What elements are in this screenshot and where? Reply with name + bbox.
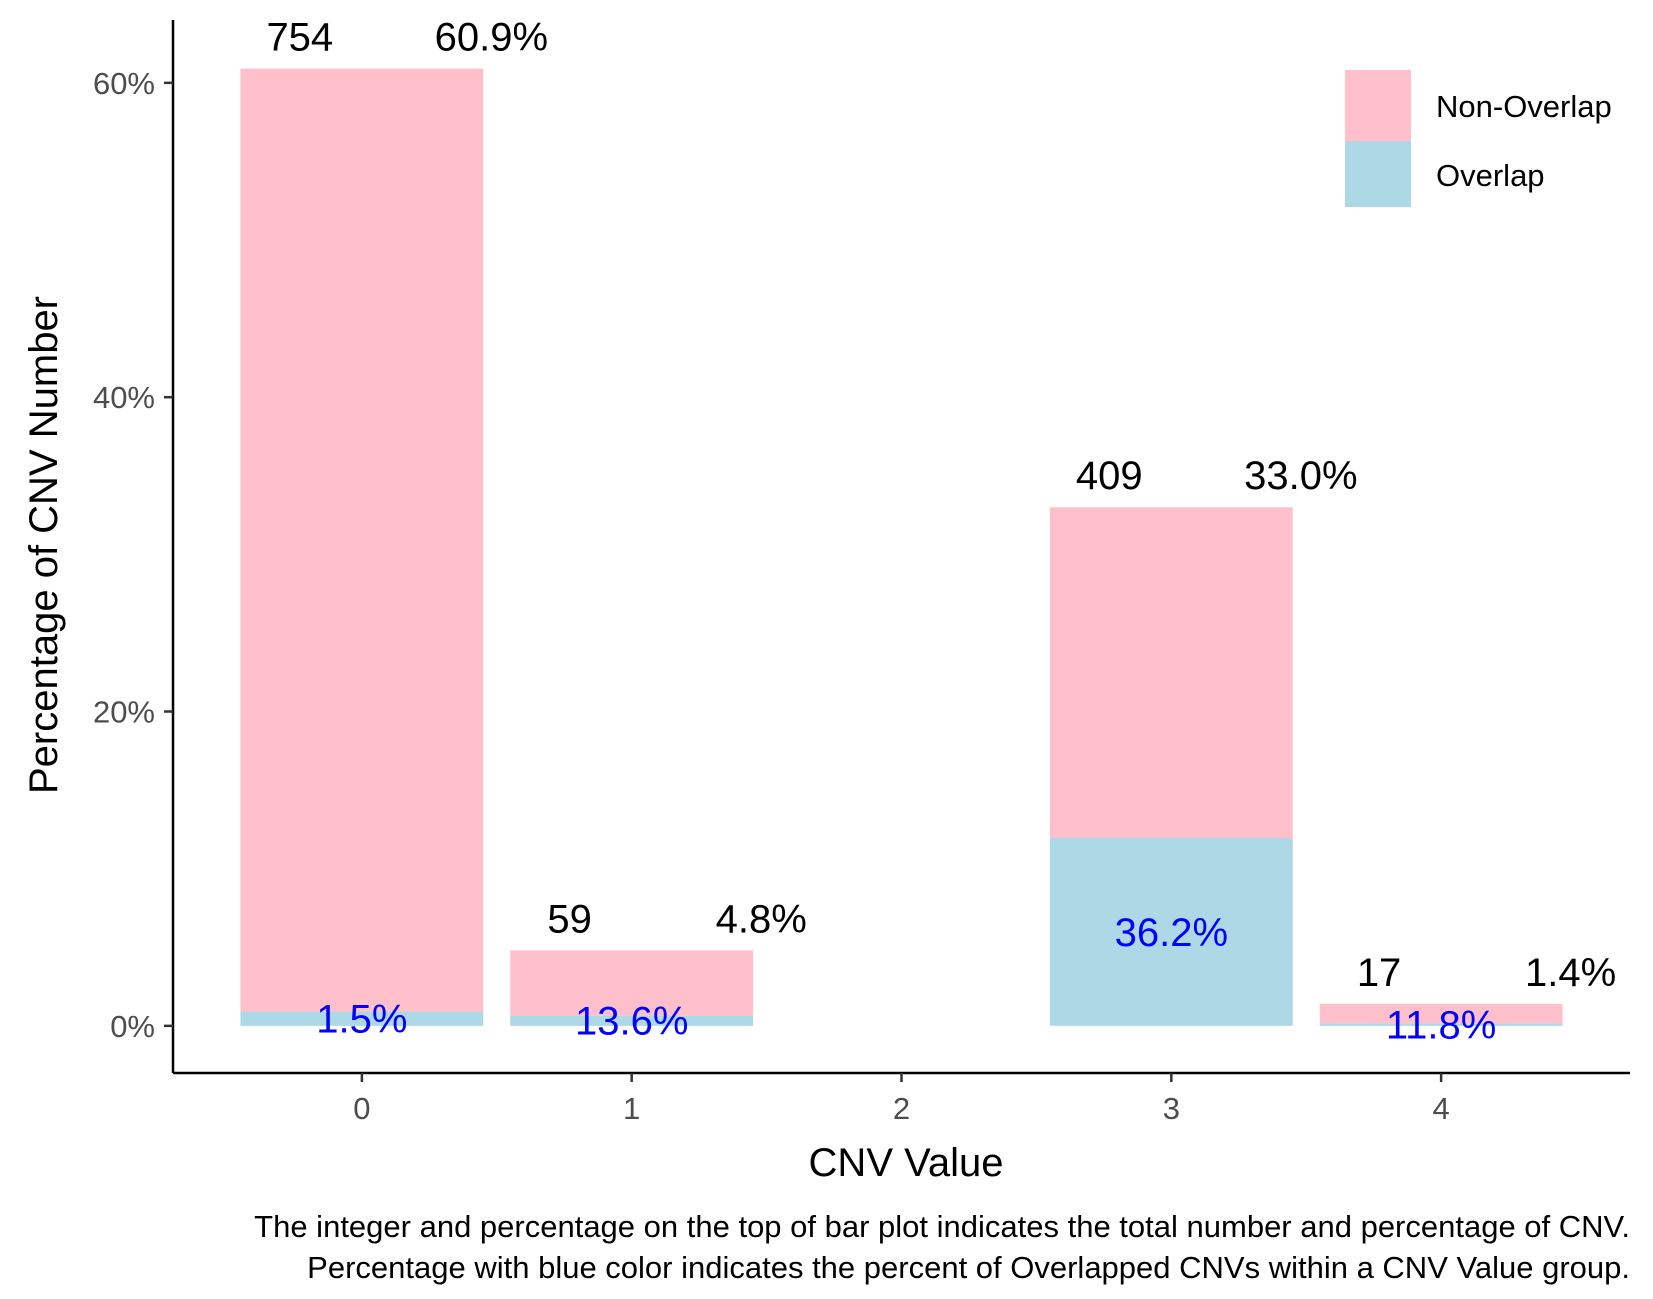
caption-line-1: The integer and percentage on the top of… — [254, 1209, 1630, 1244]
y-tick-label: 60% — [93, 66, 155, 101]
x-tick-label: 3 — [1163, 1091, 1180, 1126]
legend-label-non-overlap: Non-Overlap — [1436, 89, 1612, 124]
legend: Non-Overlap Overlap — [1345, 70, 1612, 207]
overlap-percent-label-3: 36.2% — [1115, 911, 1228, 955]
top-labels-layer: 754 60.9% 59 4.8% 409 33.0% 17 1.4% — [266, 16, 1616, 995]
overlap-percent-label-4: 11.8% — [1386, 1004, 1496, 1048]
bar-count-label-3: 409 — [1076, 454, 1143, 498]
bar-count-label-1: 59 — [547, 897, 592, 941]
bar-total-percent-label-4: 1.4% — [1525, 951, 1616, 995]
bar-overlap-3 — [1049, 838, 1293, 1026]
bar-non-overlap-4 — [1319, 1003, 1563, 1024]
x-tick-label: 0 — [353, 1091, 370, 1126]
bars-layer — [240, 68, 1563, 1026]
x-tick-label: 1 — [623, 1091, 640, 1126]
x-tick-label: 2 — [893, 1091, 910, 1126]
y-tick-label: 40% — [93, 380, 155, 415]
y-axis-title: Percentage of CNV Number — [22, 296, 66, 794]
bar-total-percent-label-3: 33.0% — [1244, 454, 1357, 498]
x-axis-title: CNV Value — [809, 1141, 1004, 1185]
bar-non-overlap-3 — [1049, 507, 1293, 839]
y-tick-label: 20% — [93, 695, 155, 730]
y-tick-label: 0% — [110, 1009, 155, 1044]
overlap-percent-label-0: 1.5% — [316, 998, 407, 1042]
legend-label-overlap: Overlap — [1436, 158, 1545, 193]
bar-count-label-4: 17 — [1357, 951, 1402, 995]
overlap-percent-label-1: 13.6% — [575, 1000, 688, 1044]
bar-overlap-4 — [1319, 1023, 1563, 1026]
overlap-labels-layer: 1.5% 13.6% 36.2% 11.8% — [316, 911, 1496, 1048]
bar-overlap-0 — [240, 1011, 484, 1026]
legend-swatch-non-overlap — [1345, 70, 1411, 141]
bar-non-overlap-1 — [510, 950, 754, 1016]
caption-line-2: Percentage with blue color indicates the… — [307, 1250, 1630, 1285]
bar-count-label-0: 754 — [266, 16, 333, 60]
x-tick-label: 4 — [1433, 1091, 1450, 1126]
bar-total-percent-label-1: 4.8% — [716, 897, 807, 941]
bar-overlap-1 — [510, 1015, 754, 1026]
y-ticks-layer: 0% 20% 40% 60% — [93, 66, 173, 1044]
x-ticks-layer: 0 1 2 3 4 — [353, 1073, 1450, 1126]
legend-swatch-overlap — [1345, 141, 1411, 207]
bar-total-percent-label-0: 60.9% — [435, 16, 548, 60]
bar-non-overlap-0 — [240, 68, 484, 1012]
